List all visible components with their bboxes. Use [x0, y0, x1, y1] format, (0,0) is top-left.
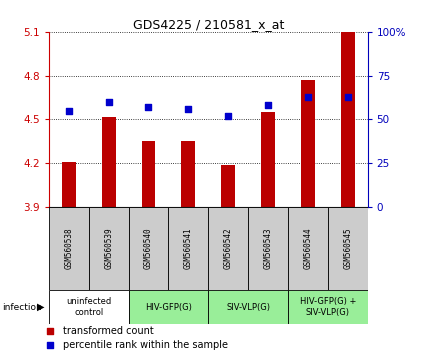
Point: [46, 328, 53, 334]
Text: uninfected
control: uninfected control: [66, 297, 111, 317]
Text: infection: infection: [2, 303, 42, 312]
Point: [344, 94, 351, 99]
Bar: [341, 32, 355, 207]
Point: [65, 108, 72, 114]
Text: percentile rank within the sample: percentile rank within the sample: [62, 340, 228, 350]
Bar: [128, 207, 168, 290]
Bar: [221, 165, 235, 207]
Text: GSM560544: GSM560544: [303, 228, 312, 269]
Point: [185, 106, 192, 112]
Bar: [168, 207, 208, 290]
Bar: [49, 290, 128, 324]
Title: GDS4225 / 210581_x_at: GDS4225 / 210581_x_at: [133, 18, 284, 31]
Bar: [261, 112, 275, 207]
Text: HIV-GFP(G): HIV-GFP(G): [145, 303, 192, 312]
Text: HIV-GFP(G) +
SIV-VLP(G): HIV-GFP(G) + SIV-VLP(G): [300, 297, 356, 317]
Bar: [248, 207, 288, 290]
Text: GSM560541: GSM560541: [184, 228, 193, 269]
Bar: [62, 162, 76, 207]
Text: GSM560539: GSM560539: [104, 228, 113, 269]
Point: [225, 113, 232, 119]
Bar: [288, 207, 328, 290]
Bar: [208, 290, 288, 324]
Point: [304, 94, 311, 99]
Text: GSM560543: GSM560543: [264, 228, 272, 269]
Point: [46, 342, 53, 348]
Bar: [301, 80, 315, 207]
Bar: [89, 207, 128, 290]
Point: [145, 104, 152, 110]
Bar: [49, 207, 89, 290]
Bar: [102, 116, 116, 207]
Text: GSM560545: GSM560545: [343, 228, 352, 269]
Bar: [142, 141, 156, 207]
Bar: [288, 290, 368, 324]
Text: SIV-VLP(G): SIV-VLP(G): [226, 303, 270, 312]
Point: [265, 103, 272, 108]
Text: transformed count: transformed count: [62, 326, 153, 336]
Text: ▶: ▶: [37, 302, 45, 312]
Bar: [181, 141, 196, 207]
Bar: [128, 290, 208, 324]
Bar: [208, 207, 248, 290]
Text: GSM560542: GSM560542: [224, 228, 232, 269]
Text: GSM560538: GSM560538: [64, 228, 73, 269]
Text: GSM560540: GSM560540: [144, 228, 153, 269]
Point: [105, 99, 112, 105]
Bar: [328, 207, 368, 290]
